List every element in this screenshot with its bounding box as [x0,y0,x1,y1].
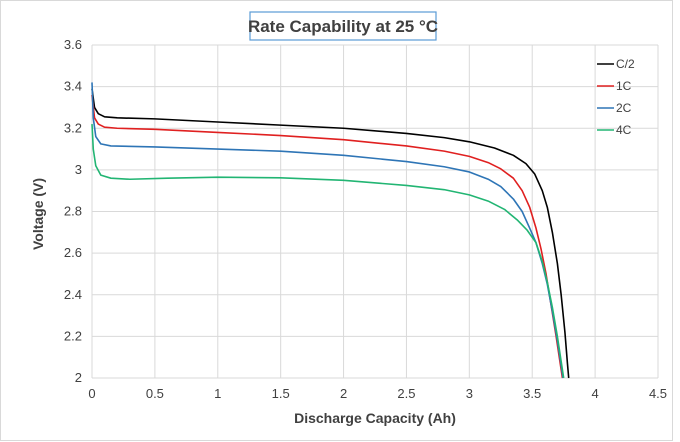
x-tick-label: 4 [591,386,598,401]
legend-label: 2C [616,101,632,115]
x-tick-label: 4.5 [649,386,667,401]
y-tick-label: 2 [75,370,82,385]
chart-title-box [249,11,437,41]
x-tick-label: 2 [340,386,347,401]
legend-label: 4C [616,123,632,137]
x-tick-label: 1.5 [272,386,290,401]
x-tick-label: 2.5 [397,386,415,401]
x-tick-label: 0 [88,386,95,401]
x-tick-label: 1 [214,386,221,401]
y-tick-label: 2.4 [64,287,82,302]
series-line-4c [91,124,565,379]
x-axis-title: Discharge Capacity (Ah) [294,410,456,426]
x-tick-label: 0.5 [146,386,164,401]
legend-label: 1C [616,79,632,93]
chart-title: Rate Capability at 25 °C [248,17,438,36]
y-axis-title: Voltage (V) [30,178,46,250]
x-tick-label: 3 [466,386,473,401]
y-tick-label: 2.2 [64,328,82,343]
tick-layer: 0 0.5 1 1.5 2 2.5 3 3.5 4 4.5 2 2.2 2.4 2.6 2.8 3 3.2 3.4… [64,37,667,401]
y-tick-label: 3.2 [64,120,82,135]
legend-label: C/2 [616,57,635,71]
legend: C/2 1C 2C 4C [597,57,635,137]
y-tick-label: 2.8 [64,204,82,219]
y-tick-label: 2.6 [64,245,82,260]
y-tick-label: 3.6 [64,37,82,52]
x-tick-label: 3.5 [523,386,541,401]
grid-layer [91,44,659,379]
y-tick-label: 3.4 [64,79,82,94]
y-tick-label: 3 [75,162,82,177]
series-layer [91,82,570,379]
series-line-c2 [91,88,570,379]
